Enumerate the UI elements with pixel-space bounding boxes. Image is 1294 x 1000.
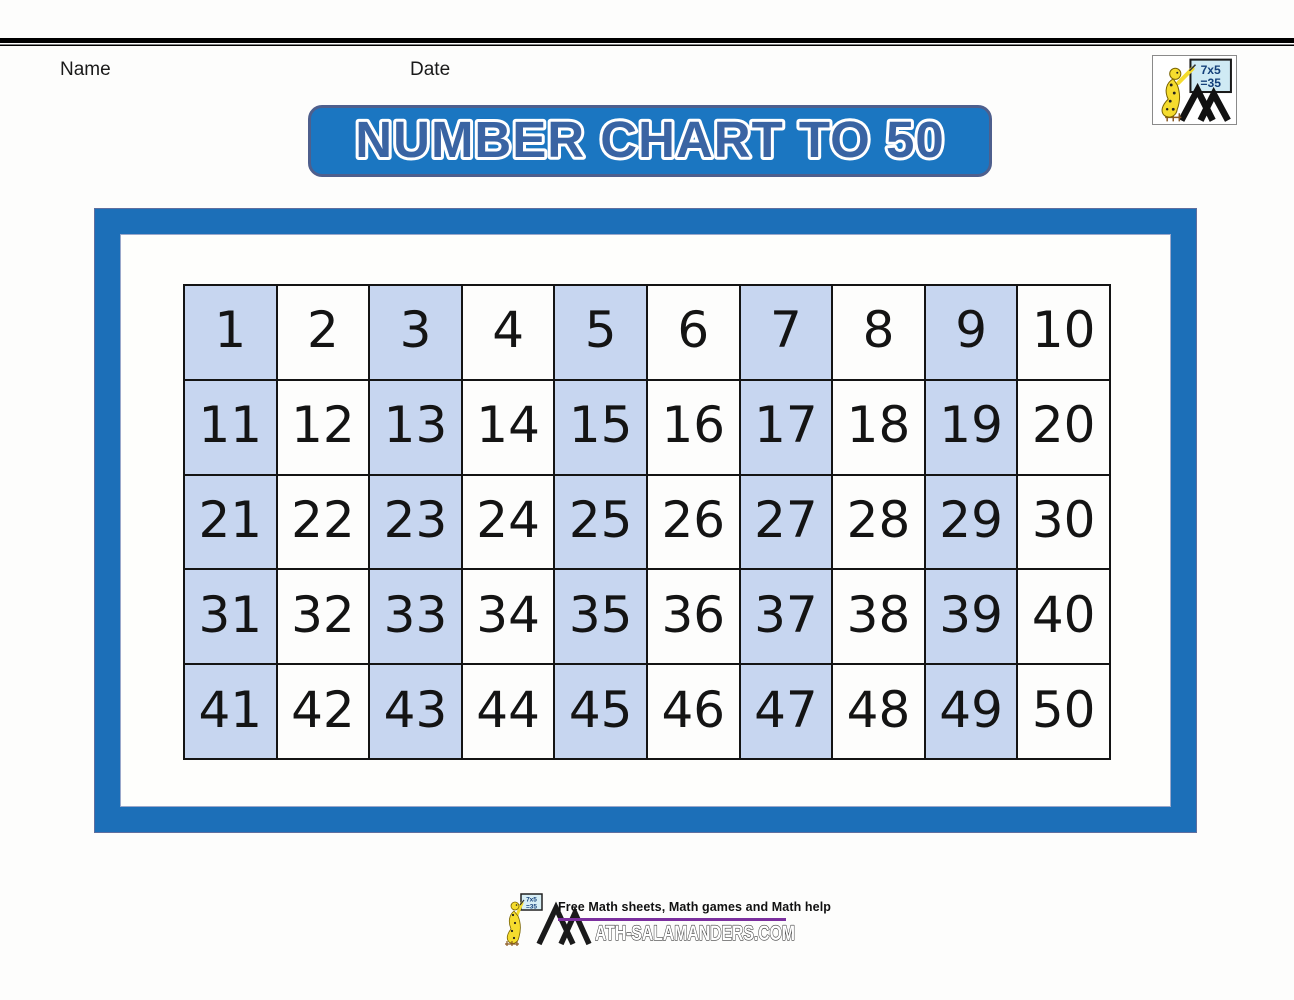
grid-cell-50: 50 (1017, 664, 1110, 759)
grid-cell-2: 2 (276, 285, 370, 380)
grid-cell-5: 5 (554, 285, 647, 380)
grid-cell-44: 44 (461, 664, 555, 759)
grid-cell-34: 34 (461, 569, 555, 665)
grid-cell-42: 42 (276, 664, 370, 759)
grid-cell-9: 9 (924, 285, 1018, 380)
grid-cell-18: 18 (832, 379, 925, 475)
grid-cell-16: 16 (646, 379, 740, 475)
grid-cell-20: 20 (1017, 379, 1110, 475)
grid-cell-22: 22 (276, 474, 370, 570)
grid-cell-41: 41 (184, 664, 277, 759)
top-double-rule (0, 38, 1294, 46)
grid-cell-24: 24 (461, 474, 555, 570)
footer-brand-text: ATH-SALAMANDERS.COM (595, 922, 795, 945)
footer-salamander (505, 899, 525, 946)
grid-cell-39: 39 (924, 569, 1018, 665)
grid-cell-33: 33 (369, 569, 462, 665)
grid-cell-23: 23 (369, 474, 462, 570)
grid-cell-1: 1 (184, 285, 277, 380)
grid-cell-48: 48 (832, 664, 925, 759)
footer-salamander-icon: 7x5 =35 (505, 893, 592, 946)
grid-cell-30: 30 (1017, 474, 1110, 570)
grid-cell-7: 7 (739, 285, 833, 380)
logo-equation-line1: 7x5 (1201, 63, 1221, 77)
brand-logo-box: 7x5 =35 (1152, 55, 1237, 125)
grid-cell-15: 15 (554, 379, 647, 475)
grid-cell-25: 25 (554, 474, 647, 570)
grid-cell-28: 28 (832, 474, 925, 570)
grid-cell-46: 46 (646, 664, 740, 759)
grid-cell-10: 10 (1017, 285, 1110, 380)
grid-cell-26: 26 (646, 474, 740, 570)
title-banner: NUMBER CHART TO 50 (308, 105, 992, 177)
grid-cell-27: 27 (739, 474, 833, 570)
grid-cell-14: 14 (461, 379, 555, 475)
grid-cell-32: 32 (276, 569, 370, 665)
grid-cell-38: 38 (832, 569, 925, 665)
grid-cell-37: 37 (739, 569, 833, 665)
grid-cell-21: 21 (184, 474, 277, 570)
grid-cell-4: 4 (461, 285, 555, 380)
salamander-logo-icon: 7x5 =35 (1161, 58, 1232, 122)
grid-cell-36: 36 (646, 569, 740, 665)
logo-m-glyph (1178, 82, 1231, 122)
name-label: Name (60, 59, 111, 80)
logo-salamander (1161, 64, 1197, 118)
grid-cell-31: 31 (184, 569, 277, 665)
footer-rule (558, 918, 786, 921)
grid-cell-12: 12 (276, 379, 370, 475)
grid-cell-43: 43 (369, 664, 462, 759)
grid-cell-3: 3 (369, 285, 462, 380)
grid-cell-6: 6 (646, 285, 740, 380)
grid-cell-19: 19 (924, 379, 1018, 475)
number-grid: 1 2 3 4 5 6 7 8 9 10 11 12 13 14 15 16 17 18 19 20 21 22 23 24 2… (183, 284, 1111, 760)
grid-cell-40: 40 (1017, 569, 1110, 665)
footer: 7x5 =35 Free Math sheets, Math games and… (503, 893, 831, 955)
grid-cell-29: 29 (924, 474, 1018, 570)
grid-cell-17: 17 (739, 379, 833, 475)
grid-cell-8: 8 (832, 285, 925, 380)
footer-m-glyph (536, 901, 592, 946)
grid-cell-49: 49 (924, 664, 1018, 759)
grid-cell-13: 13 (369, 379, 462, 475)
date-label: Date (410, 59, 451, 80)
grid-cell-45: 45 (554, 664, 647, 759)
grid-cell-11: 11 (184, 379, 277, 475)
grid-cell-35: 35 (554, 569, 647, 665)
footer-tagline: Free Math sheets, Math games and Math he… (558, 900, 832, 914)
page-title: NUMBER CHART TO 50 (355, 111, 944, 168)
logo-equation-line2: =35 (1200, 76, 1221, 90)
footer-logo-equation-line2: =35 (526, 904, 537, 911)
grid-cell-47: 47 (739, 664, 833, 759)
footer-logo-equation-line1: 7x5 (526, 897, 537, 904)
